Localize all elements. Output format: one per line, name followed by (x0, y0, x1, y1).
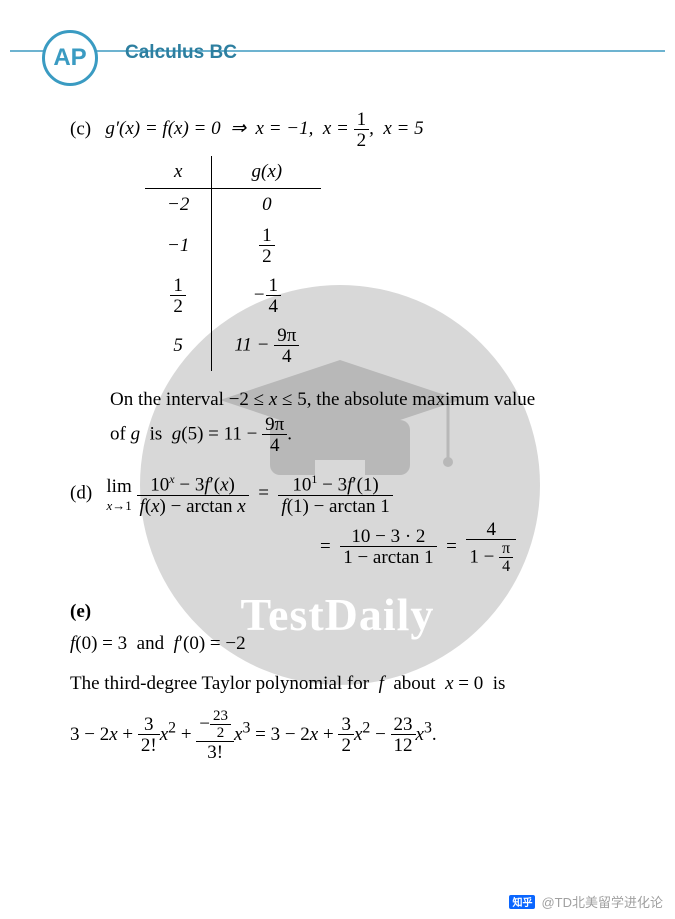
part-e-polynomial: 3 − 2x + 32!x2 + −232 3! x3 = 3 − 2x + 3… (70, 709, 625, 762)
table-row: 12 −14 (145, 271, 321, 321)
part-d-line2: = 10 − 3 · 2 1 − arctan 1 = 4 1 − π4 (320, 520, 625, 575)
table-header-gx: g(x) (212, 156, 322, 189)
part-e-label: (e) (70, 601, 625, 623)
part-e-statement: The third-degree Taylor polynomial for f… (70, 673, 625, 695)
document-content: (c) g′(x) = f(x) = 0 ⇒ x = −1, x = 12, x… (70, 110, 625, 762)
part-c-conclusion: On the interval −2 ≤ x ≤ 5, the absolute… (110, 385, 625, 455)
attribution-handle: @TD北美留学进化论 (541, 892, 663, 911)
part-c-equation: g′(x) = f(x) = 0 ⇒ x = −1, x = 12, x = 5 (105, 118, 423, 139)
part-c: (c) g′(x) = f(x) = 0 ⇒ x = −1, x = 12, x… (70, 110, 625, 150)
critical-points-table: x g(x) −20 −1 12 12 −14 5 11 − 9π4 (145, 156, 321, 371)
table-header-x: x (145, 156, 212, 189)
table-row: −20 (145, 189, 321, 222)
header-divider (10, 50, 665, 52)
table-row: 5 11 − 9π4 (145, 321, 321, 371)
part-e: (e) f(0) = 3 and f′(0) = −2 The third-de… (70, 601, 625, 762)
course-title: Calculus BC (125, 42, 237, 64)
part-d-label: (d) (70, 483, 92, 504)
table-row: −1 12 (145, 221, 321, 271)
ap-badge: AP (42, 30, 98, 86)
part-e-given: f(0) = 3 and f′(0) = −2 (70, 633, 625, 655)
part-c-label: (c) (70, 118, 91, 139)
zhihu-icon: 知乎 (509, 895, 535, 909)
part-d: (d) lim x→1 10x − 3f′(x) f(x) − arctan x… (70, 473, 625, 574)
attribution: 知乎 @TD北美留学进化论 (509, 892, 663, 911)
